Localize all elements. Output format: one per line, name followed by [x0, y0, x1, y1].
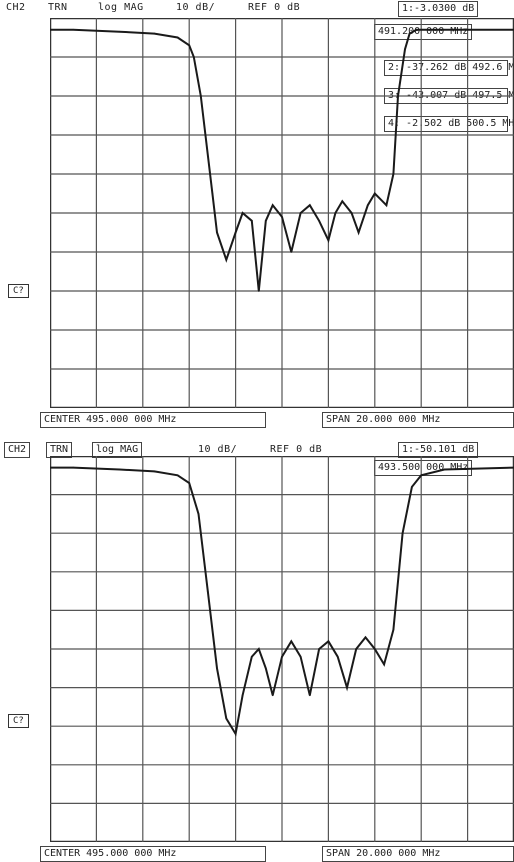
trace-point	[176, 474, 179, 477]
trace-point	[271, 204, 274, 206]
trace-point	[241, 212, 244, 214]
trace-point	[364, 636, 367, 639]
trace-point	[234, 231, 237, 234]
trace-point	[341, 200, 344, 203]
format-label: log MAG	[98, 2, 144, 13]
trace-point	[216, 231, 218, 234]
trace-point	[404, 48, 406, 50]
trace-point	[383, 663, 385, 666]
trace-point	[385, 204, 388, 206]
trace-point	[397, 95, 399, 97]
trace-point	[225, 259, 228, 261]
trace-point	[271, 694, 274, 697]
ref-label: REF 0 dB	[248, 2, 301, 13]
trace-point	[432, 28, 434, 31]
scale-label: 10 dB/	[198, 444, 238, 455]
trace-point	[72, 28, 74, 31]
trace-point	[367, 204, 369, 206]
trace-point	[258, 290, 260, 292]
trace-point	[264, 220, 267, 222]
trace-point	[118, 30, 121, 33]
trace-point	[411, 486, 413, 488]
trace-point	[299, 655, 302, 658]
trace-point	[443, 468, 446, 471]
channel-label: CH2	[4, 442, 31, 458]
trace-point	[234, 733, 237, 735]
trace-point	[176, 36, 179, 39]
trace-point	[153, 470, 156, 473]
trace-point	[50, 28, 51, 31]
trace-point	[281, 216, 283, 218]
trace-point	[281, 655, 283, 658]
trace-point	[309, 694, 311, 697]
trace-point	[318, 220, 320, 222]
trace-point	[251, 220, 253, 222]
trace-point	[420, 474, 423, 477]
trace-point	[153, 32, 156, 35]
trace-point	[299, 212, 302, 214]
mode-label: TRN	[48, 2, 68, 13]
analyzer-screen-top: CH2 TRN log MAG 10 dB/ REF 0 dB 1:-3.030…	[0, 0, 514, 430]
trace-point	[264, 667, 267, 670]
trace-plot	[50, 456, 514, 842]
trace-point	[188, 482, 190, 484]
trace-point	[200, 95, 202, 97]
channel-side-label: C?	[8, 714, 29, 728]
trace-point	[415, 28, 418, 31]
trace-point	[211, 192, 214, 195]
center-frequency-label: CENTER 495.000 000 MHz	[40, 412, 266, 428]
trace-point	[188, 44, 190, 47]
format-label: log MAG	[92, 442, 143, 458]
trace-point	[290, 640, 293, 643]
trace-point	[118, 468, 121, 471]
trace-point	[206, 590, 209, 592]
trace-point	[241, 694, 244, 697]
trace-point	[197, 513, 200, 515]
trace-point	[392, 173, 395, 175]
analyzer-screen-bottom: CH2 TRN log MAG 10 dB/ REF 0 dB 1:-50.10…	[0, 430, 514, 862]
trace-point	[258, 648, 260, 650]
trace-line	[50, 28, 514, 292]
trace-plot	[50, 18, 514, 408]
trace-point	[309, 204, 311, 206]
trace-point	[225, 717, 228, 720]
trace-point	[408, 32, 411, 35]
trace-point	[357, 231, 360, 234]
trace-point	[72, 466, 74, 469]
active-marker-readout: 1:-50.101 dB	[398, 442, 479, 458]
marker-list-item: 4: -2.502 dB 500.5 MHz	[384, 116, 514, 132]
active-marker-readout: 1:-3.0300 dB	[398, 1, 479, 17]
trace-point	[355, 648, 358, 650]
trace-point	[374, 648, 376, 650]
mode-label: TRN	[46, 442, 73, 458]
trace-line	[50, 466, 514, 737]
trace-point	[336, 655, 339, 658]
trace-point	[327, 640, 330, 643]
trace-point	[327, 239, 330, 242]
trace-point	[350, 212, 353, 214]
trace-point	[50, 466, 51, 469]
trace-point	[216, 667, 218, 670]
channel-side-label: C?	[8, 284, 29, 298]
ref-label: REF 0 dB	[270, 444, 323, 455]
trace-point	[401, 532, 404, 534]
marker-list-item: 2: -37.262 dB 492.6 MHz	[384, 60, 514, 76]
marker-frequency-readout: 491.200 000 MHz	[374, 24, 473, 40]
trace-point	[290, 251, 293, 253]
span-label: SPAN 20.000 000 MHz	[322, 412, 514, 428]
trace-point	[251, 655, 253, 658]
trace-point	[466, 28, 469, 31]
scale-label: 10 dB/	[176, 2, 216, 13]
trace-point	[318, 648, 320, 650]
trace-point	[334, 212, 337, 214]
trace-point	[374, 192, 376, 195]
trace-point	[193, 56, 195, 58]
trace-point	[346, 686, 348, 689]
channel-label: CH2	[6, 2, 26, 13]
trace-point	[392, 628, 395, 631]
